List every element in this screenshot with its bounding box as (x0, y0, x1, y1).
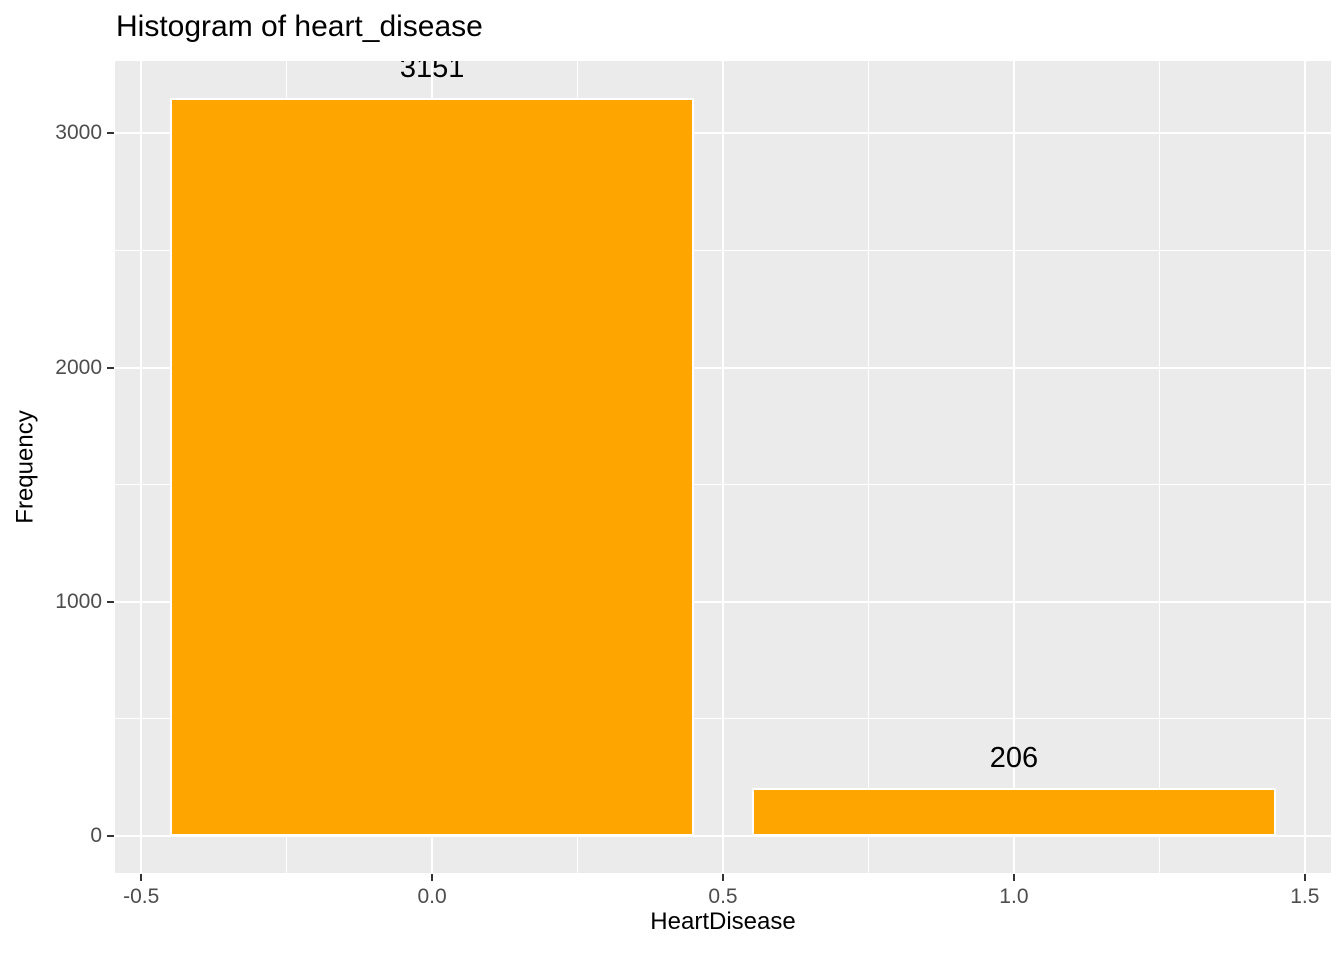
y-tick-label: 0 (90, 824, 102, 848)
plot-panel: 3151 206 (115, 61, 1331, 873)
bar-value-label: 3151 (399, 61, 465, 84)
x-tick-mark (140, 874, 143, 881)
plot-title: Histogram of heart_disease (116, 10, 483, 43)
major-gridline-vertical (140, 61, 143, 873)
major-gridline-vertical (722, 61, 724, 873)
x-tick-label: 0.5 (708, 885, 738, 908)
y-tick-mark (107, 366, 114, 369)
y-tick-label: 1000 (55, 589, 102, 613)
major-gridline-vertical (1012, 61, 1015, 873)
y-tick-label: 3000 (55, 121, 102, 145)
major-gridline-horizontal (115, 132, 1331, 135)
y-tick-mark (107, 600, 114, 603)
x-tick-mark (431, 874, 434, 881)
x-axis: -0.5 0.0 0.5 1.0 1.5 (115, 873, 1331, 917)
y-tick-mark (107, 132, 114, 135)
x-tick-label: 1.0 (999, 885, 1029, 908)
x-tick-label: -0.5 (123, 885, 160, 908)
major-gridline-horizontal (115, 835, 1331, 838)
x-tick-mark (1012, 874, 1015, 881)
y-tick-label: 2000 (55, 355, 102, 379)
x-tick-mark (1303, 874, 1306, 881)
x-axis-title: HeartDisease (650, 908, 796, 935)
minor-gridline-vertical (1158, 61, 1160, 873)
y-axis: 0 1000 2000 3000 (0, 61, 115, 873)
histogram-bar (170, 97, 694, 837)
x-tick-mark (722, 874, 724, 881)
major-gridline-horizontal (115, 600, 1331, 603)
y-tick-mark (107, 835, 114, 838)
major-gridline-horizontal (115, 366, 1331, 369)
minor-gridline-vertical (867, 61, 869, 873)
major-gridline-vertical (1303, 61, 1306, 873)
x-tick-label: 0.0 (417, 885, 447, 908)
histogram-bar (752, 787, 1276, 837)
x-tick-label: 1.5 (1290, 885, 1320, 908)
bar-value-label: 206 (989, 741, 1039, 774)
